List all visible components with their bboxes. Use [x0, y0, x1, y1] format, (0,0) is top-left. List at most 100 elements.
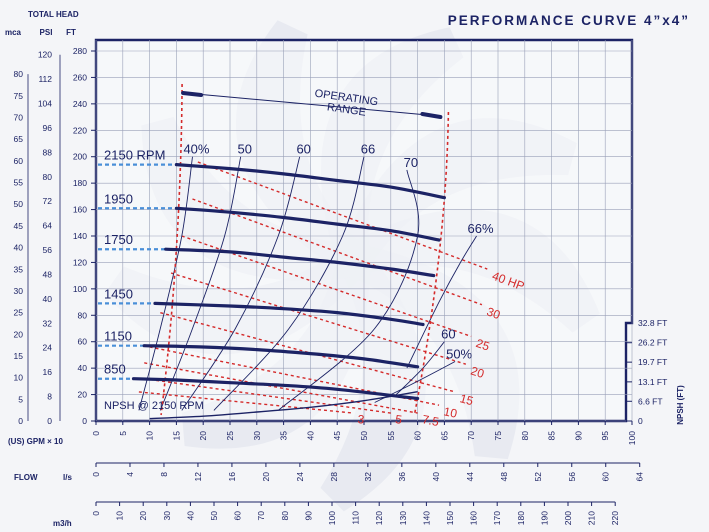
mca-tick-label: 0 — [18, 416, 23, 426]
psi-tick-label: 104 — [38, 99, 52, 109]
ls-tick-label: 56 — [567, 472, 577, 482]
npsh-tick-label: 13.1 FT — [638, 377, 667, 387]
m3h-tick-label: 160 — [469, 511, 479, 525]
ls-tick-label: 4 — [125, 472, 135, 477]
rpm-label: 1450 — [104, 286, 133, 301]
ft-tick-label: 40 — [78, 363, 88, 373]
mca-tick-label: 70 — [14, 113, 24, 123]
m3h-tick-label: 20 — [138, 511, 148, 521]
ft-tick-label: 60 — [78, 337, 88, 347]
gpm-tick-label: 50 — [359, 431, 369, 441]
ls-tick-label: 28 — [329, 472, 339, 482]
ft-tick-label: 180 — [73, 178, 87, 188]
efficiency-label: 60 — [296, 142, 310, 157]
psi-tick-label: 24 — [43, 343, 53, 353]
head-curve — [174, 163, 446, 200]
ft-tick-label: 0 — [82, 416, 87, 426]
m3h-tick-label: 80 — [280, 511, 290, 521]
ft-tick-label: 280 — [73, 46, 87, 56]
flow-label: FLOW — [14, 473, 38, 482]
head-curve — [164, 247, 436, 278]
head-curve — [174, 206, 441, 242]
rpm-label: 1150 — [104, 329, 132, 344]
gpm-tick-label: 95 — [600, 431, 610, 441]
psi-tick-label: 8 — [47, 392, 52, 402]
efficiency-label: 50 — [237, 142, 251, 157]
efficiency-label: 60 — [441, 327, 455, 342]
range-left-boundary — [160, 83, 183, 416]
psi-tick-label: 40 — [43, 294, 53, 304]
ft-tick-label: 100 — [73, 284, 87, 294]
gpm-tick-label: 80 — [520, 431, 530, 441]
range-right-boundary — [413, 111, 450, 416]
head-curves: 2150 RPM 1950 1750 1450 1150 850 — [98, 148, 446, 401]
power-label: 15 — [458, 391, 475, 408]
m3h-tick-label: 200 — [563, 511, 573, 525]
power-label: 7.5 — [421, 412, 440, 429]
psi-tick-label: 88 — [43, 147, 53, 157]
gpm-tick-label: 40 — [305, 431, 315, 441]
efficiency-line — [374, 361, 456, 403]
efficiency-label: 40% — [183, 142, 209, 157]
psi-tick-label: 120 — [38, 50, 52, 60]
gpm-tick-label: 25 — [225, 431, 235, 441]
ls-tick-label: 16 — [227, 472, 237, 482]
npsh-tick-label: 19.7 FT — [638, 357, 667, 367]
mca-tick-label: 15 — [14, 351, 24, 361]
ft-tick-label: 260 — [73, 72, 87, 82]
power-label: 25 — [474, 336, 492, 354]
range-arrow-line — [185, 92, 439, 117]
npsh-tick-label: 26.2 FT — [638, 338, 667, 348]
efficiency-line — [181, 156, 301, 411]
gpm-tick-label: 100 — [627, 431, 637, 445]
npsh-curve-label: NPSH @ 2150 RPM — [104, 400, 204, 412]
psi-tick-label: 80 — [43, 172, 53, 182]
gpm-tick-label: 75 — [493, 431, 503, 441]
ls-tick-label: 0 — [91, 472, 101, 477]
total-head-label: TOTAL HEAD — [28, 10, 79, 19]
gpm-tick-label: 15 — [171, 431, 181, 441]
efficiency-label: 70 — [404, 155, 418, 170]
psi-tick-label: 48 — [43, 269, 53, 279]
ls-label: l/s — [63, 473, 72, 482]
npsh-tick-label: 32.8 FT — [638, 318, 667, 328]
range-right-marker — [420, 112, 443, 119]
mca-tick-label: 10 — [14, 373, 24, 383]
axes: 0204060801001201401601802002202402602800… — [14, 46, 668, 525]
gpm-tick-label: 10 — [145, 431, 155, 441]
chart-title: PERFORMANCE CURVE 4”x4” — [448, 13, 690, 28]
psi-tick-label: 112 — [38, 74, 52, 84]
ft-tick-label: 160 — [73, 205, 87, 215]
gpm-tick-label: 90 — [573, 431, 583, 441]
gpm-tick-label: 20 — [198, 431, 208, 441]
efficiency-line — [277, 169, 420, 411]
m3h-tick-label: 50 — [209, 511, 219, 521]
ls-tick-label: 20 — [261, 472, 271, 482]
m3h-tick-label: 10 — [115, 511, 125, 521]
npsh-tick-label: 6.6 FT — [638, 396, 663, 406]
npsh-curve — [149, 391, 418, 420]
npsh-axis-label: NPSH (FT) — [676, 385, 685, 425]
m3h-tick-label: 110 — [351, 511, 361, 525]
ls-tick-label: 48 — [499, 472, 509, 482]
gpm-tick-label: 0 — [91, 431, 101, 436]
range-left-marker — [181, 91, 204, 97]
ls-tick-label: 8 — [159, 472, 169, 477]
ls-tick-label: 52 — [533, 472, 543, 482]
m3h-tick-label: 180 — [516, 511, 526, 525]
mca-tick-label: 75 — [14, 91, 24, 101]
unit-mca-label: mca — [5, 28, 22, 37]
power-label: 5 — [394, 412, 403, 427]
m3h-tick-label: 60 — [233, 511, 243, 521]
mca-tick-label: 80 — [14, 69, 24, 79]
m3h-tick-label: 40 — [185, 511, 195, 521]
mca-tick-label: 40 — [14, 243, 24, 253]
m3h-tick-label: 0 — [91, 511, 101, 516]
unit-psi-label: PSI — [40, 28, 53, 37]
ft-tick-label: 220 — [73, 125, 87, 135]
operating-range-label-2: RANGE — [326, 101, 366, 118]
gpm-tick-label: 30 — [252, 431, 262, 441]
m3h-label: m3/h — [53, 519, 72, 528]
mca-tick-label: 50 — [14, 199, 24, 209]
ls-tick-label: 32 — [363, 472, 373, 482]
